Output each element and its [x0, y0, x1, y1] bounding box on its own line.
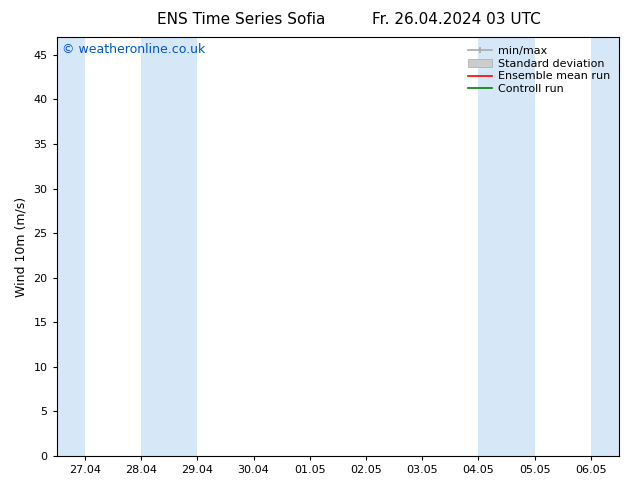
Y-axis label: Wind 10m (m/s): Wind 10m (m/s) [15, 196, 28, 296]
Text: © weatheronline.co.uk: © weatheronline.co.uk [62, 43, 205, 56]
Bar [141, 37, 197, 456]
Bar [479, 37, 534, 456]
Legend: min/max, Standard deviation, Ensemble mean run, Controll run: min/max, Standard deviation, Ensemble me… [465, 43, 614, 98]
Text: ENS Time Series Sofia: ENS Time Series Sofia [157, 12, 325, 27]
Bar [591, 37, 619, 456]
Text: Fr. 26.04.2024 03 UTC: Fr. 26.04.2024 03 UTC [372, 12, 541, 27]
Bar [56, 37, 85, 456]
